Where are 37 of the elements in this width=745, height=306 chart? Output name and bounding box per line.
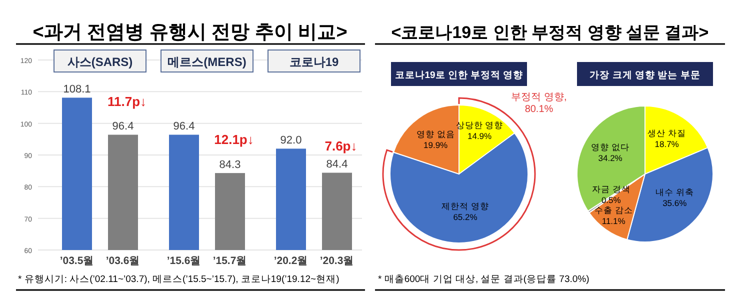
slice-label: 제한적 영향 bbox=[442, 200, 489, 211]
chart-subtitle: 코로나19로 인한 부정적 영향 bbox=[394, 70, 524, 81]
annotation: 코로나19 bbox=[289, 55, 339, 69]
annotation: 7.6p↓ bbox=[324, 138, 358, 154]
x-tick-label: ’03.5월 bbox=[60, 255, 94, 267]
text: * 유행시기: 사스(’02.11~’03.7), 메르스(’15.5~’15.7), 코로나19(’19.12~현재) bbox=[18, 274, 340, 285]
slice-label: 영향 없음 bbox=[416, 128, 455, 139]
annotation: 12.1p↓ bbox=[214, 132, 254, 147]
data-label: 65.2% bbox=[453, 212, 478, 222]
data-label: 11.1% bbox=[602, 216, 626, 226]
data-label: 18.7% bbox=[654, 139, 679, 150]
x-tick-label: ’20.2월 bbox=[274, 255, 308, 267]
x-tick-label: ’20.3월 bbox=[320, 255, 354, 267]
annotation: 11.7p↓ bbox=[107, 94, 147, 110]
data-label: 34.2% bbox=[598, 153, 622, 164]
data-label: 84.3 bbox=[219, 159, 241, 172]
data-label: 84.4 bbox=[326, 158, 348, 171]
data-label: 35.6% bbox=[662, 198, 687, 208]
data-label: 96.4 bbox=[173, 120, 195, 133]
text: * 매출600대 기업 대상, 설문 결과(응답률 73.0%) bbox=[378, 274, 590, 285]
slice-label: 생산 차질 bbox=[648, 128, 686, 138]
chart-title: <과거 전염병 유행시 전망 추이 비교> bbox=[32, 22, 348, 43]
annotation: 메르스(MERS) bbox=[168, 55, 246, 69]
chart-title: <코로나19로 인한 부정적 영향 설문 결과> bbox=[391, 23, 709, 42]
slice-label: 내수 위축 bbox=[655, 187, 694, 197]
slice-label: 영향 없다 bbox=[591, 142, 630, 152]
data-label: 108.1 bbox=[63, 84, 91, 96]
annotation: 사스(SARS) bbox=[67, 55, 133, 69]
data-label: 19.9% bbox=[424, 140, 448, 150]
data-label: 92.0 bbox=[280, 134, 302, 147]
data-label: 96.4 bbox=[112, 120, 134, 133]
text: 부정적 영향, 80.1% bbox=[511, 92, 567, 115]
data-label: 14.9% bbox=[467, 131, 492, 142]
x-tick-label: ’15.6월 bbox=[166, 255, 202, 267]
chart-title: 가장 크게 영향 받는 부문 bbox=[590, 70, 700, 81]
x-tick-label: ’15.7월 bbox=[212, 255, 248, 267]
x-tick-label: ’03.6월 bbox=[106, 255, 140, 267]
